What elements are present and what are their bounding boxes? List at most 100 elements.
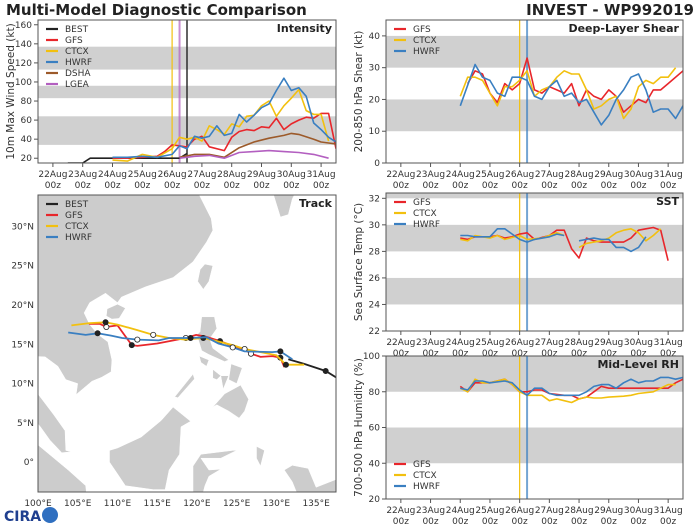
y-tick-label: 30 [369, 221, 381, 231]
legend-label: CTCX [413, 36, 437, 46]
legend-label: CTCX [65, 222, 89, 232]
x-tick-sublabel: 00z [134, 181, 150, 191]
x-tick-label: 31Aug [654, 338, 683, 348]
y-tick-label: 40 [21, 135, 33, 145]
y-tick-label: 100 [15, 78, 32, 88]
panel-title: SST [656, 195, 679, 208]
y-axis-label: 10m Max Wind Speed (kt) [5, 23, 17, 159]
x-tick-label: 24Aug [446, 338, 475, 348]
series-line-dsha [179, 132, 336, 159]
x-tick-label: 27Aug [187, 170, 216, 180]
y-tick-label: 30 [369, 64, 381, 74]
legend-label: GFS [413, 198, 431, 208]
x-tick-sublabel: 00z [601, 517, 617, 525]
series-line-gfs [112, 112, 336, 159]
legend-label: BEST [65, 200, 89, 210]
lon-tick-label: 115°E [144, 499, 172, 509]
y-tick-label: 20 [21, 154, 33, 164]
x-tick-label: 27Aug [535, 170, 564, 180]
legend-label: BEST [65, 25, 89, 35]
legend-label: CTCX [413, 209, 437, 219]
x-tick-sublabel: 00z [660, 349, 676, 359]
x-tick-label: 28Aug [217, 170, 246, 180]
x-tick-label: 22Aug [38, 170, 67, 180]
x-tick-label: 23Aug [416, 338, 445, 348]
land-mass [197, 263, 214, 290]
x-tick-sublabel: 00z [253, 181, 269, 191]
x-tick-label: 27Aug [535, 338, 564, 348]
logo-text: CIRA [4, 509, 41, 525]
plot-frame [37, 19, 337, 164]
x-tick-label: 24Aug [446, 170, 475, 180]
lon-tick-label: 125°E [223, 499, 251, 509]
land-mass [174, 373, 195, 398]
intensity-panel: 2040608010012014016022Aug00z23Aug00z24Au… [5, 19, 337, 191]
legend-label: GFS [413, 25, 431, 35]
x-tick-sublabel: 00z [660, 181, 676, 191]
x-tick-label: 30Aug [624, 506, 653, 516]
lon-tick-label: 100°E [24, 499, 52, 509]
y-tick-label: 20 [369, 95, 381, 105]
y-tick-label: 28 [369, 247, 381, 257]
legend-label: LGEA [65, 80, 90, 90]
track-point [229, 344, 236, 351]
track-point [128, 342, 135, 349]
x-tick-label: 31Aug [654, 170, 683, 180]
track-point [282, 361, 289, 368]
lat-tick-label: 0° [24, 458, 34, 468]
legend-label: HWRF [65, 233, 92, 243]
land-mass [106, 303, 126, 320]
x-tick-sublabel: 00z [393, 181, 409, 191]
y-tick-label: 20 [369, 495, 381, 505]
lat-tick-label: 10°N [11, 380, 34, 390]
x-tick-label: 25Aug [475, 170, 504, 180]
x-tick-sublabel: 00z [482, 349, 498, 359]
x-tick-label: 23Aug [416, 170, 445, 180]
track-line-gfs [88, 323, 286, 368]
plot-frame [385, 19, 684, 164]
series-line-hwrf [112, 77, 336, 159]
storm-title: INVEST - WP992019 [526, 1, 694, 19]
panel-title: Intensity [277, 22, 332, 35]
x-tick-label: 30Aug [624, 170, 653, 180]
y-tick-label: 0 [374, 159, 380, 169]
series-line-hwrf [460, 228, 647, 253]
x-tick-sublabel: 00z [422, 517, 438, 525]
lat-tick-label: 20°N [11, 301, 34, 311]
y-tick-label: 160 [15, 21, 32, 31]
track-point [277, 348, 284, 355]
x-tick-sublabel: 00z [393, 517, 409, 525]
x-tick-sublabel: 00z [512, 349, 528, 359]
lat-tick-label: 30°N [11, 222, 34, 232]
shaded-band [386, 277, 683, 305]
x-tick-sublabel: 00z [224, 181, 240, 191]
figure-title: Multi-Model Diagnostic Comparison [6, 1, 307, 19]
y-tick-label: 140 [15, 40, 32, 50]
land-mass [198, 355, 210, 367]
x-tick-label: 29Aug [247, 170, 276, 180]
y-tick-label: 40 [369, 459, 381, 469]
x-tick-sublabel: 00z [313, 181, 329, 191]
x-tick-sublabel: 00z [541, 349, 557, 359]
y-tick-label: 22 [369, 327, 380, 337]
shaded-band [386, 193, 683, 199]
land-mass [228, 363, 243, 384]
x-tick-label: 24Aug [446, 506, 475, 516]
track-point [150, 331, 157, 338]
track-point [134, 336, 141, 343]
x-tick-label: 25Aug [475, 338, 504, 348]
x-tick-sublabel: 00z [541, 517, 557, 525]
legend-label: CTCX [413, 471, 437, 481]
track-point [102, 319, 109, 326]
land-mass [38, 444, 87, 492]
y-tick-label: 32 [369, 194, 380, 204]
x-tick-label: 23Aug [416, 506, 445, 516]
x-tick-sublabel: 00z [630, 181, 646, 191]
shaded-band [386, 35, 683, 68]
lon-tick-label: 105°E [64, 499, 92, 509]
x-tick-sublabel: 00z [571, 181, 587, 191]
land-mass [38, 393, 72, 453]
y-tick-label: 40 [369, 32, 381, 42]
x-tick-sublabel: 00z [601, 181, 617, 191]
